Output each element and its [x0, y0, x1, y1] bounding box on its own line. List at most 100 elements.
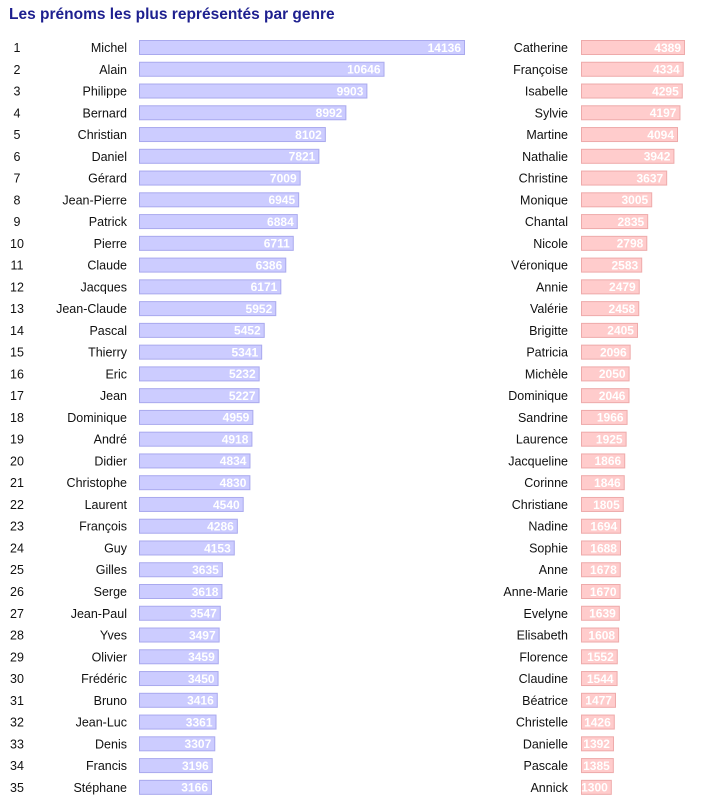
rank-label: 33 — [10, 737, 24, 751]
m-name-label: Gérard — [88, 172, 127, 186]
m-value-label: 3361 — [186, 715, 213, 729]
m-bar — [139, 496, 244, 512]
f-bar — [581, 192, 653, 208]
m-name-label: Guy — [104, 541, 128, 555]
m-bar — [139, 366, 260, 382]
rank-label: 30 — [10, 672, 24, 686]
f-name-label: Véronique — [511, 259, 568, 273]
m-name-label: Jacques — [80, 280, 127, 294]
m-name-label: Serge — [94, 585, 127, 599]
rank-label: 24 — [10, 541, 24, 555]
m-name-label: Stéphane — [73, 781, 127, 795]
rank-label: 11 — [11, 259, 24, 273]
rank-label: 12 — [10, 280, 24, 294]
m-value-label: 4834 — [220, 454, 247, 468]
f-bar — [581, 148, 675, 164]
rank-label: 9 — [14, 215, 21, 229]
f-value-label: 1694 — [590, 520, 617, 534]
m-name-label: Jean-Pierre — [62, 193, 127, 207]
rank-label: 35 — [10, 781, 24, 795]
m-value-label: 6711 — [264, 237, 290, 251]
m-value-label: 7821 — [289, 150, 316, 164]
m-bar — [139, 214, 298, 230]
f-name-label: Jacqueline — [508, 454, 568, 468]
m-value-label: 6884 — [267, 215, 294, 229]
f-name-label: Anne — [539, 563, 568, 577]
f-name-label: Claudine — [519, 672, 568, 686]
m-name-label: Jean — [100, 389, 127, 403]
f-value-label: 2835 — [617, 215, 644, 229]
m-value-label: 4540 — [213, 498, 240, 512]
f-value-label: 1392 — [583, 737, 610, 751]
m-value-label: 6945 — [268, 193, 295, 207]
m-bar — [139, 279, 282, 295]
f-value-label: 1846 — [594, 476, 621, 490]
rank-label: 17 — [10, 389, 24, 403]
m-name-label: Patrick — [89, 215, 128, 229]
f-bar — [581, 127, 679, 143]
m-bar — [139, 301, 277, 317]
f-value-label: 2458 — [609, 302, 636, 316]
m-name-label: Christian — [78, 128, 127, 142]
f-value-label: 4295 — [652, 84, 679, 98]
m-bar — [139, 235, 294, 251]
rank-label: 34 — [10, 759, 24, 773]
f-value-label: 1966 — [597, 411, 624, 425]
f-bar — [581, 453, 626, 469]
f-value-label: 1477 — [585, 694, 612, 708]
f-name-label: Sophie — [529, 541, 568, 555]
m-bar — [139, 671, 219, 687]
f-value-label: 2798 — [617, 237, 644, 251]
f-bar — [581, 475, 625, 491]
f-bar — [581, 627, 620, 643]
f-bar — [581, 83, 683, 99]
f-bar — [581, 584, 621, 599]
m-value-label: 4830 — [220, 476, 247, 490]
m-value-label: 5952 — [246, 302, 273, 316]
m-name-label: Bernard — [83, 106, 128, 120]
m-value-label: 3547 — [190, 607, 217, 621]
m-name-label: Alain — [99, 63, 127, 77]
rank-label: 8 — [14, 193, 21, 207]
f-name-label: Valérie — [530, 302, 568, 316]
m-bar — [139, 344, 263, 360]
f-name-label: Dominique — [508, 389, 568, 403]
rank-label: 18 — [10, 411, 24, 425]
f-bar — [581, 518, 622, 534]
m-value-label: 5227 — [229, 389, 256, 403]
f-value-label: 4197 — [650, 106, 677, 120]
m-bar — [139, 409, 254, 425]
rank-label: 20 — [10, 454, 24, 468]
m-name-label: Didier — [94, 454, 127, 468]
f-value-label: 2405 — [607, 324, 634, 338]
rank-label: 7 — [14, 172, 21, 186]
m-bar — [139, 105, 347, 121]
m-name-label: Claude — [87, 259, 127, 273]
f-value-label: 3005 — [622, 193, 649, 207]
f-bar — [581, 496, 624, 512]
m-name-label: Daniel — [92, 150, 127, 164]
f-name-label: Béatrice — [522, 694, 568, 708]
m-bar — [139, 431, 253, 447]
m-bar — [139, 692, 218, 708]
m-value-label: 3416 — [187, 694, 214, 708]
m-name-label: Jean-Paul — [71, 607, 127, 621]
f-bar — [581, 279, 640, 295]
f-bar — [581, 40, 685, 55]
f-value-label: 1678 — [590, 563, 617, 577]
f-name-label: Isabelle — [525, 85, 568, 99]
m-value-label: 7009 — [270, 171, 297, 185]
m-value-label: 5232 — [229, 367, 256, 381]
m-bar — [139, 83, 368, 99]
m-name-label: Bruno — [94, 694, 127, 708]
m-value-label: 4153 — [204, 541, 231, 555]
rank-label: 26 — [10, 585, 24, 599]
f-value-label: 2583 — [612, 258, 639, 272]
f-bar — [581, 714, 615, 730]
m-value-label: 3166 — [181, 781, 208, 795]
m-bar — [139, 148, 320, 164]
rank-label: 10 — [10, 237, 24, 251]
m-name-label: Jean-Luc — [76, 716, 127, 730]
m-value-label: 3635 — [192, 563, 219, 577]
